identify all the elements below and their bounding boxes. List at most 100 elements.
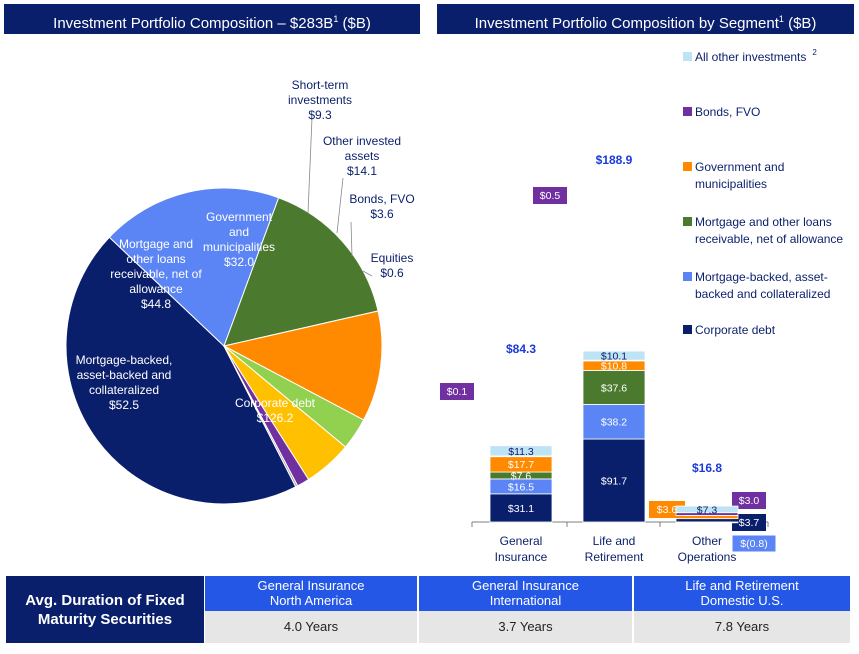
bar-total-label: $188.9 <box>596 153 633 167</box>
duration-header-line1: General Insurance <box>472 578 579 593</box>
pie-label-government: Government <box>206 210 273 224</box>
pie-leader-line <box>362 270 373 277</box>
bar-label-mortgage-backed: $16.5 <box>508 481 534 493</box>
bar-segment-all-other <box>675 505 739 514</box>
bar-category-label: Insurance <box>495 550 548 564</box>
pie-label-government: and <box>229 225 249 239</box>
bar-label-bonds-fvo: $0.1 <box>447 386 468 398</box>
bar-label-government: $10.8 <box>601 361 627 373</box>
legend-label: receivable, net of allowance <box>695 232 843 246</box>
bar-callout-box-bonds-fvo <box>732 492 766 509</box>
duration-header-line2: Domestic U.S. <box>700 593 784 608</box>
pie-leader-line <box>350 221 353 257</box>
bar-label-bonds-fvo: $0.5 <box>540 190 561 202</box>
bar-segment-corporate-debt <box>582 438 646 523</box>
bar-label-mortgage-loans: $7.6 <box>511 470 532 482</box>
bar-label-mortgage-loans: $37.6 <box>601 382 627 394</box>
pie-label-mortgage-loans: Mortgage and <box>119 237 193 251</box>
legend-label: Mortgage and other loans <box>695 215 832 229</box>
pie-label-other-invested: Other invested <box>323 134 401 148</box>
charts-canvas: Corporate debt$126.2Mortgage-backed,asse… <box>65 48 843 564</box>
bar-title-unit: ($B) <box>783 15 817 32</box>
bar-label-all-other: $10.1 <box>601 351 627 363</box>
pie-leader-line <box>307 117 313 214</box>
pie-slice-corporate-debt <box>65 236 297 505</box>
bar-title-footnote: 1 <box>778 14 784 24</box>
bar-category-label: Other <box>692 534 722 548</box>
bar-callout-box-mortgage-backed <box>731 534 777 553</box>
duration-header-line2: North America <box>269 593 353 608</box>
bar-chart-title: Investment Portfolio Composition by Segm… <box>437 4 854 34</box>
bar-callout-box-corporate-debt <box>732 514 766 531</box>
pie-label-government: municipalities <box>203 240 275 254</box>
pie-label-other-invested: assets <box>345 149 380 163</box>
bar-label-corporate-debt: $91.7 <box>601 476 627 488</box>
pie-label-mortgage-loans: receivable, net of <box>110 267 202 281</box>
legend-swatch <box>683 325 692 334</box>
bar-segment-corporate-debt <box>489 493 553 523</box>
legend-swatch <box>683 107 692 116</box>
legend-label: Mortgage-backed, asset- <box>695 270 828 284</box>
legend-label: municipalities <box>695 177 767 191</box>
bar-label-bonds-fvo: $3.0 <box>739 495 760 507</box>
legend-swatch <box>683 52 692 61</box>
pie-label-short-term: investments <box>288 93 352 107</box>
pie-label-mortgage-loans: $44.8 <box>141 297 171 311</box>
duration-header-line1: General Insurance <box>257 578 365 593</box>
legend-footnote: 2 <box>812 48 817 57</box>
pie-label-corporate-debt: $126.2 <box>257 411 294 425</box>
bar-callout-box-bonds-fvo <box>440 383 474 400</box>
bar-segment-all-other <box>582 350 646 361</box>
bar-segment-mortgage-backed <box>582 404 646 440</box>
pie-slice-mortgage-and-other-loans-receivable-net-of-allowance <box>223 197 379 347</box>
bar-segment-all-other <box>489 445 553 457</box>
duration-header-gi-intl: General Insurance International <box>419 576 632 611</box>
bar-label-mortgage-backed: $(0.8) <box>740 538 767 550</box>
pie-label-mortgage-backed: Mortgage-backed, <box>76 353 173 367</box>
pie-title-text: Investment Portfolio Composition – $283B <box>53 15 334 32</box>
pie-label-corporate-debt: Corporate debt <box>235 396 316 410</box>
bar-label-all-other: $11.3 <box>508 446 534 458</box>
duration-header-line2: International <box>489 593 562 608</box>
bar-title-text: Investment Portfolio Composition by Segm… <box>474 15 779 32</box>
pie-label-mortgage-backed: collateralized <box>89 383 159 397</box>
bar-total-label: $16.8 <box>692 461 722 475</box>
legend-label: Corporate debt <box>695 323 776 337</box>
pie-label-equities: Equities <box>371 251 414 265</box>
bar-segment-mortgage-backed <box>675 521 739 524</box>
duration-value-gi-na: 4.0 Years <box>205 611 417 643</box>
pie-label-short-term: $9.3 <box>308 108 332 122</box>
bar-label-mortgage-backed: $38.2 <box>601 417 627 429</box>
pie-label-bonds-fvo: $3.6 <box>370 207 394 221</box>
pie-slice-equities <box>223 345 299 488</box>
pie-label-mortgage-backed: $52.5 <box>109 398 139 412</box>
pie-label-equities: $0.6 <box>380 266 404 280</box>
duration-value-gi-intl: 3.7 Years <box>419 611 632 643</box>
duration-header-lr-us: Life and Retirement Domestic U.S. <box>634 576 850 611</box>
duration-value-lr-us: 7.8 Years <box>634 611 850 643</box>
legend-label: All other investments 2 <box>695 48 817 64</box>
pie-slice-mortgage-backed-asset-backed-and-collateralized <box>108 187 280 347</box>
pie-chart-title: Investment Portfolio Composition – $283B… <box>4 4 420 34</box>
bar-category-label: General <box>500 534 543 548</box>
bar-category-label: Retirement <box>585 550 644 564</box>
legend-swatch <box>683 217 692 226</box>
bar-segment-mortgage-loans <box>582 370 646 405</box>
pie-leader-line <box>336 177 344 234</box>
bar-label-government: $3.6 <box>657 504 678 516</box>
pie-label-mortgage-loans: other loans <box>126 252 185 266</box>
pie-label-government: $32.0 <box>224 255 254 269</box>
duration-header-gi-na: General Insurance North America <box>205 576 417 611</box>
bar-callout-box-bonds-fvo <box>533 187 567 204</box>
legend-label: Government and <box>695 160 784 174</box>
pie-title-footnote: 1 <box>333 14 339 24</box>
bar-segment-corporate-debt <box>675 518 739 523</box>
bar-label-corporate-debt: $3.7 <box>739 517 760 529</box>
bar-label-all-other: $7.3 <box>697 504 718 516</box>
pie-label-bonds-fvo: Bonds, FVO <box>349 192 414 206</box>
legend-swatch <box>683 272 692 281</box>
bar-label-government: $17.7 <box>508 459 534 471</box>
bar-label-corporate-debt: $31.1 <box>508 503 534 515</box>
bar-category-label: Life and <box>593 534 636 548</box>
legend-label: Bonds, FVO <box>695 105 760 119</box>
